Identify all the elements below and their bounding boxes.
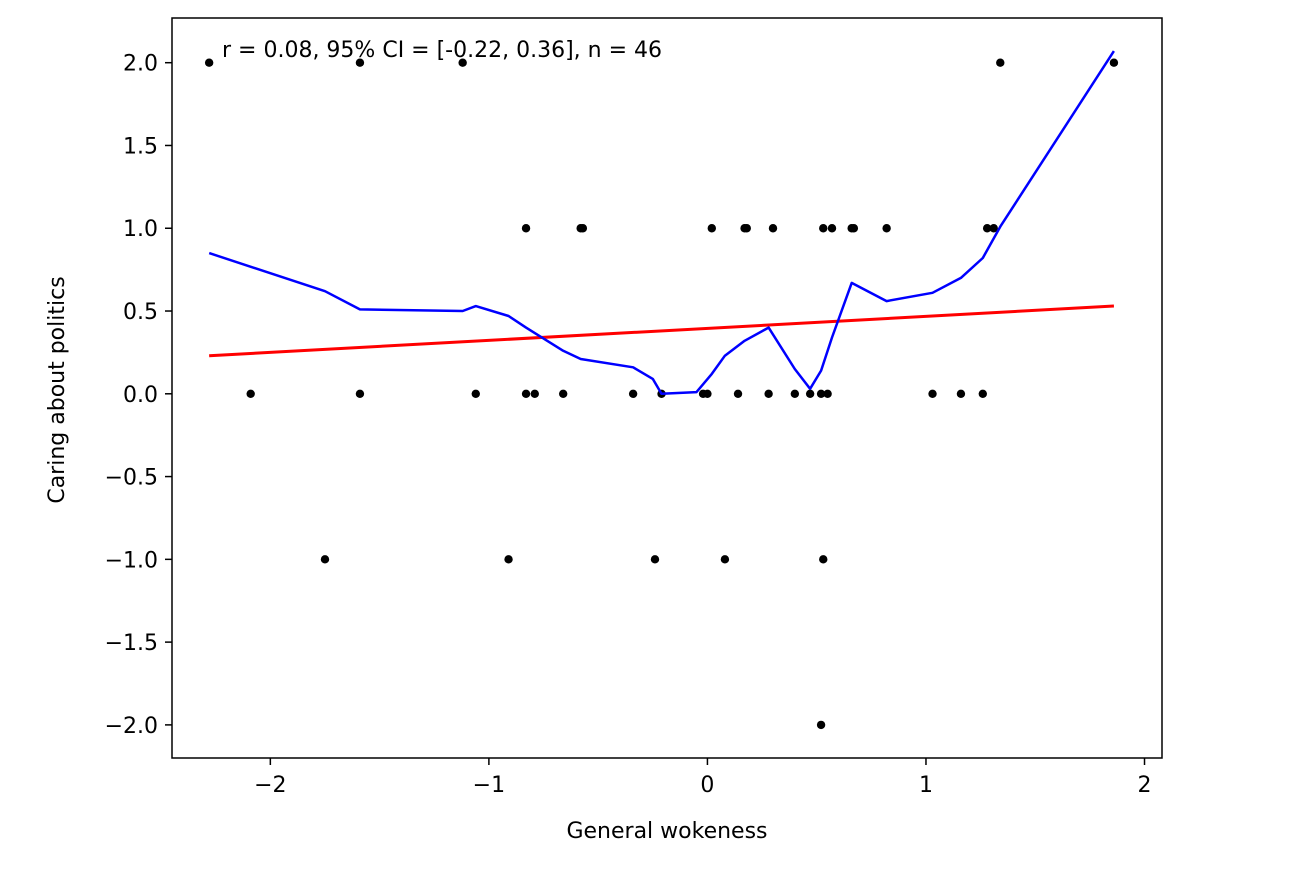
y-tick-label: 1.5: [123, 134, 158, 159]
data-point: [790, 389, 800, 398]
data-point: [764, 389, 773, 398]
x-tick-label: 2: [1138, 773, 1152, 798]
y-tick-label: 2.0: [123, 52, 158, 77]
x-tick-label: −1: [473, 773, 505, 798]
y-tick-label: −1.0: [105, 548, 158, 573]
data-point: [204, 58, 214, 67]
data-point: [816, 389, 826, 398]
x-tick-label: −2: [254, 773, 286, 798]
regression-line: [209, 304, 1115, 358]
x-tick-label: 1: [919, 773, 933, 798]
data-point: [650, 555, 660, 564]
data-point: [578, 224, 588, 233]
y-tick-label: −1.5: [105, 631, 158, 656]
data-point: [628, 389, 638, 398]
correlation-annotation: r = 0.08, 95% CI = [-0.22, 0.36], n = 46: [222, 38, 662, 63]
data-point: [558, 389, 568, 398]
data-point: [1109, 58, 1119, 67]
data-point: [720, 555, 730, 564]
data-point: [928, 389, 937, 398]
data-point: [823, 389, 832, 398]
y-axis: 2.0 1.5 1.0 0.5 0.0 −0.5 −1.0 −1.5 −2.0: [105, 52, 172, 739]
data-point: [978, 389, 987, 398]
data-point: [246, 389, 255, 398]
data-point: [819, 555, 828, 564]
data-point: [355, 58, 365, 67]
data-point: [768, 224, 778, 233]
data-point: [805, 389, 815, 398]
data-point: [320, 555, 330, 564]
y-tick-label: −0.5: [105, 466, 158, 491]
data-point: [996, 58, 1005, 67]
y-tick-label: 0.0: [123, 383, 158, 408]
y-tick-label: 0.5: [123, 300, 158, 325]
plot-area-frame: [171, 17, 1163, 759]
data-point: [355, 389, 365, 398]
smoother-line: [208, 50, 1115, 396]
x-tick-label: 0: [700, 773, 714, 798]
data-point: [982, 224, 992, 233]
data-point: [733, 389, 743, 398]
data-point: [816, 720, 826, 730]
data-point: [819, 224, 828, 233]
data-point: [471, 389, 480, 398]
data-point: [521, 389, 531, 398]
data-point: [849, 224, 859, 233]
plot-series: [204, 50, 1119, 730]
y-tick-label: −2.0: [105, 714, 158, 739]
data-point: [530, 389, 539, 398]
data-point: [703, 389, 712, 398]
data-point: [504, 555, 513, 564]
data-point: [742, 224, 751, 233]
x-axis: −2 −1 0 1 2: [254, 758, 1152, 798]
y-axis-label: Caring about politics: [45, 276, 70, 503]
data-point: [458, 58, 467, 67]
x-axis-label: General wokeness: [566, 819, 767, 844]
data-point: [989, 224, 998, 233]
data-point: [707, 224, 717, 233]
y-tick-label: 1.0: [123, 217, 158, 242]
data-point: [882, 224, 891, 233]
data-point: [521, 224, 531, 233]
data-point: [956, 389, 966, 398]
data-point: [827, 224, 837, 233]
